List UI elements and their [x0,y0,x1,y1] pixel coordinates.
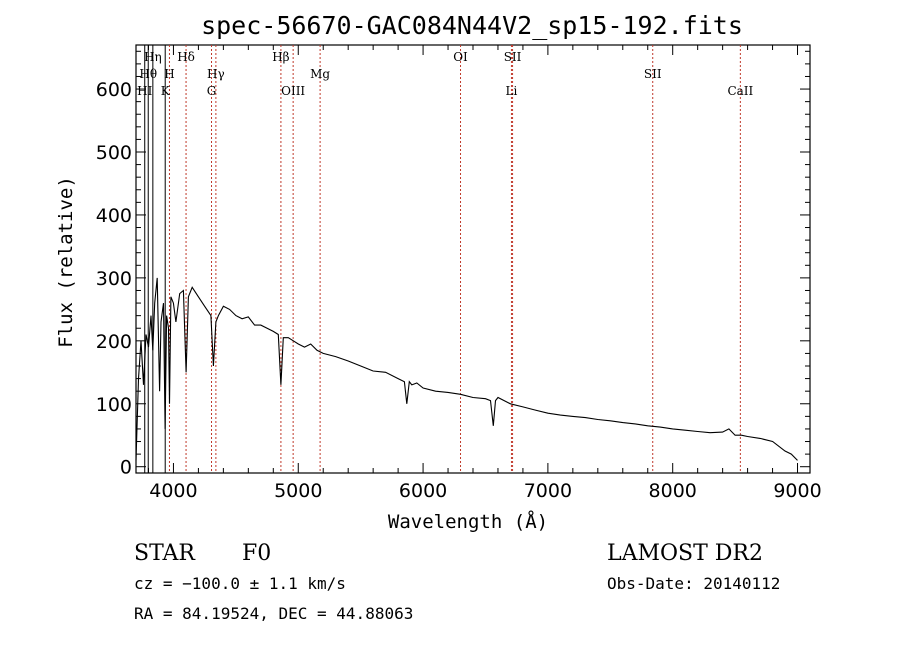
spectral-line-label: K [161,84,171,98]
x-axis-label: Wavelength (Å) [388,510,548,533]
spectral-line-label: H [164,67,174,81]
x-tick-label: 8000 [649,480,697,502]
spectral-line-label: SII [504,50,522,64]
redshift-cz: cz = −100.0 ± 1.1 km/s [134,574,346,593]
y-tick-label: 0 [120,457,132,479]
y-tick-label: 500 [96,142,132,164]
x-tick-label: 5000 [274,480,322,502]
spectral-line-label: G [207,84,217,98]
object-class: STAR [134,541,196,566]
spectral-line-label: OI [453,50,468,64]
x-tick-label: 9000 [773,480,821,502]
x-tick-label: 4000 [149,480,197,502]
y-axis-label: Flux (relative) [55,176,77,348]
y-tick-label: 100 [96,394,132,416]
spectral-line-label: Hθ [139,67,157,81]
chart-title: spec-56670-GAC084N44V2_sp15-192.fits [201,11,743,40]
y-tick-label: 200 [96,331,132,353]
flux-series-line [135,277,798,461]
x-tick-label: 6000 [399,480,447,502]
spectral-line-label: Hβ [272,50,289,64]
spectral-line-label: Hγ [207,67,225,81]
survey-name: LAMOST DR2 [607,541,763,566]
axis-ticks: 4000 5000 6000 7000 8000 9000 0 100 200 300 400 500… [96,45,822,502]
x-tick-label: 7000 [524,480,572,502]
obs-date: Obs-Date: 20140112 [607,574,780,593]
y-tick-label: 400 [96,205,132,227]
y-tick-label: 600 [96,79,132,101]
y-tick-label: 300 [96,268,132,290]
info-panel: STAR F0 LAMOST DR2 cz = −100.0 ± 1.1 km/… [134,541,780,623]
spectral-line-label: Hδ [177,50,195,64]
spectral-line-label: CaII [727,84,753,98]
spectral-line-label: SII [644,67,662,81]
spectral-line-label: Li [506,84,518,98]
object-subclass: F0 [242,541,271,566]
spectral-line-label: HI [137,84,152,98]
spectral-line-label: Mg [310,67,330,81]
spectral-line-label: Hη [144,50,162,64]
spectral-line-label: OIII [281,84,305,98]
spectral-line-markers: Hη Hθ HHδ Hγ Hβ Mg OI SII SII HI K G OIII Li CaII [137,45,754,473]
plot-frame [135,44,811,474]
ra-dec-coordinates: RA = 84.19524, DEC = 44.88063 [134,604,413,623]
